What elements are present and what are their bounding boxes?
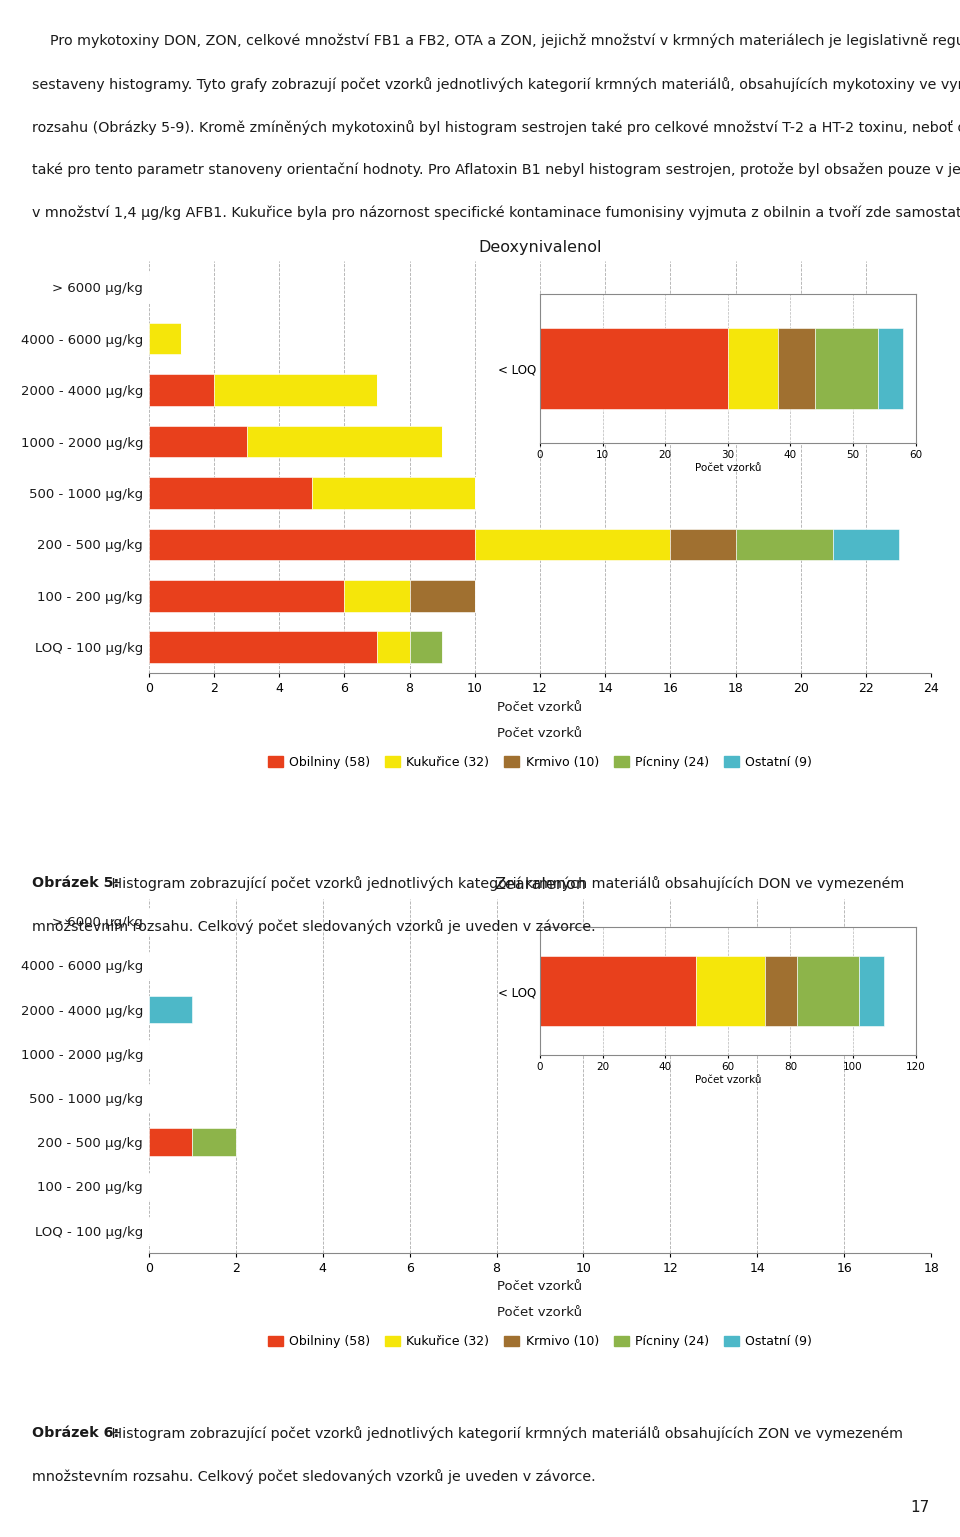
Bar	[833, 529, 899, 561]
Text: Obrázek 5:: Obrázek 5:	[32, 876, 119, 890]
Bar	[247, 426, 443, 458]
Bar	[345, 579, 410, 612]
Text: 17: 17	[910, 1500, 929, 1515]
Bar	[149, 996, 192, 1024]
Bar	[149, 1128, 192, 1156]
Bar	[149, 476, 312, 509]
Text: sestaveny histogramy. Tyto grafy zobrazují počet vzorků jednotlivých kategorií k: sestaveny histogramy. Tyto grafy zobrazu…	[32, 77, 960, 92]
Text: rozsahu (Obrázky 5-9). Kromě zmíněných mykotoxinů byl histogram sestrojen také p: rozsahu (Obrázky 5-9). Kromě zmíněných m…	[32, 120, 960, 135]
Bar	[149, 323, 181, 355]
Text: v množství 1,4 μg/kg AFB1. Kukuřice byla pro názornost specifické kontaminace fu: v množství 1,4 μg/kg AFB1. Kukuřice byla…	[32, 206, 960, 220]
Text: Obrázek 6:: Obrázek 6:	[32, 1426, 119, 1440]
Bar	[377, 632, 410, 664]
Text: Histogram zobrazující počet vzorků jednotlivých kategorií krmných materiálů obsa: Histogram zobrazující počet vzorků jedno…	[107, 876, 903, 891]
Text: Počet vzorků: Počet vzorků	[497, 701, 583, 713]
Title: Zearalenon: Zearalenon	[494, 878, 586, 893]
Bar	[192, 1128, 236, 1156]
Bar	[312, 476, 475, 509]
Text: Počet vzorků: Počet vzorků	[497, 1280, 583, 1293]
Bar	[670, 529, 735, 561]
Bar	[410, 579, 475, 612]
Bar	[410, 632, 443, 664]
Text: Počet vzorků: Počet vzorků	[497, 1306, 583, 1319]
Bar	[149, 579, 345, 612]
Bar	[475, 529, 670, 561]
Bar	[735, 529, 833, 561]
Text: také pro tento parametr stanoveny orientační hodnoty. Pro Aflatoxin B1 nebyl his: také pro tento parametr stanoveny orient…	[32, 163, 960, 177]
Bar	[149, 426, 247, 458]
Text: množstevním rozsahu. Celkový počet sledovaných vzorků je uveden v závorce.: množstevním rozsahu. Celkový počet sledo…	[32, 919, 595, 934]
Bar	[149, 529, 475, 561]
Text: Počet vzorků: Počet vzorků	[497, 727, 583, 739]
Bar	[149, 373, 214, 406]
Bar	[149, 632, 377, 664]
Text: Pro mykotoxiny DON, ZON, celkové množství FB1 a FB2, OTA a ZON, jejichž množství: Pro mykotoxiny DON, ZON, celkové množstv…	[32, 34, 960, 48]
Text: Histogram zobrazující počet vzorků jednotlivých kategorií krmných materiálů obsa: Histogram zobrazující počet vzorků jedno…	[107, 1426, 902, 1442]
Title: Deoxynivalenol: Deoxynivalenol	[478, 240, 602, 255]
Legend: Obilniny (58), Kukuřice (32), Krmivo (10), Pícniny (24), Ostatní (9): Obilniny (58), Kukuřice (32), Krmivo (10…	[268, 1336, 812, 1348]
Bar	[214, 373, 377, 406]
Legend: Obilniny (58), Kukuřice (32), Krmivo (10), Pícniny (24), Ostatní (9): Obilniny (58), Kukuřice (32), Krmivo (10…	[268, 756, 812, 768]
Text: množstevním rozsahu. Celkový počet sledovaných vzorků je uveden v závorce.: množstevním rozsahu. Celkový počet sledo…	[32, 1469, 595, 1485]
